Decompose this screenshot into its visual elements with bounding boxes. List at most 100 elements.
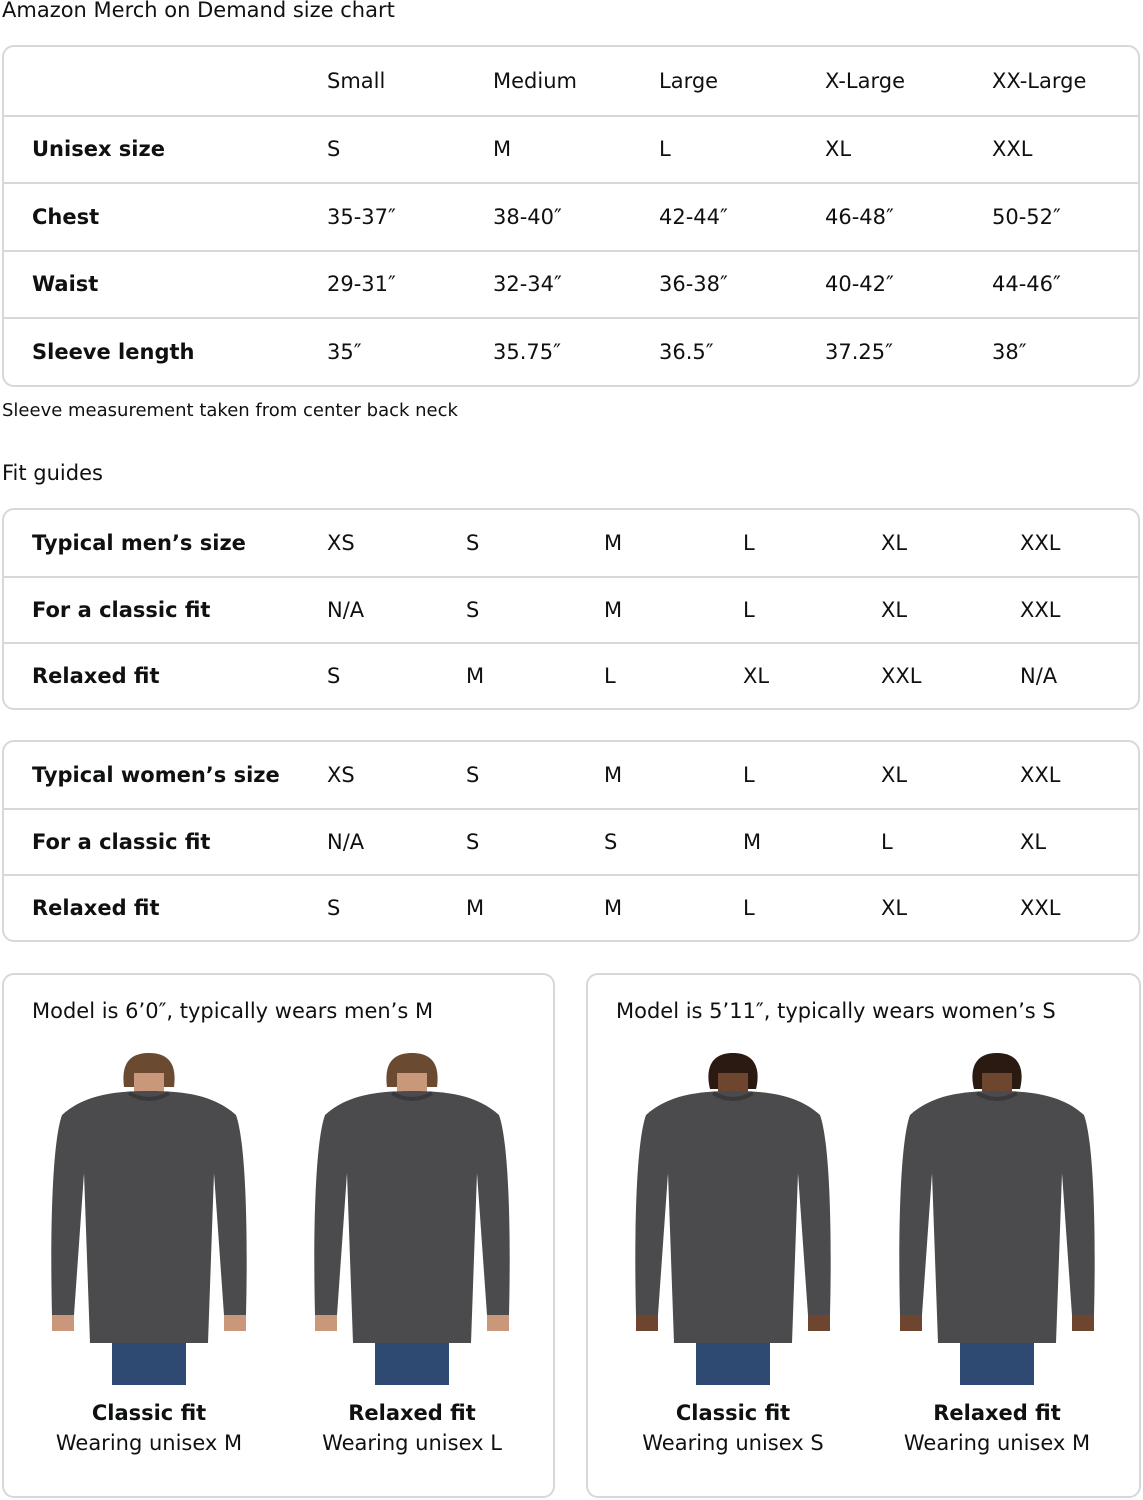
row-label: For a classic fit	[32, 598, 211, 622]
table-cell: XL	[881, 531, 908, 555]
model-figure: Relaxed fit Wearing unisex L	[297, 1053, 527, 1455]
womens-fit-table: Typical women’s size XS S M L XL XXL For a clas…	[2, 740, 1140, 942]
row-label: Typical men’s size	[32, 531, 246, 555]
table-row: Typical women’s size XS S M L XL XXL	[4, 742, 1138, 808]
table-cell: M	[466, 664, 485, 688]
model-figure: Classic fit Wearing unisex M	[34, 1053, 264, 1455]
table-row: Typical men’s size XS S M L XL XXL	[4, 510, 1138, 576]
table-cell: 38″	[992, 339, 1027, 364]
table-cell: M	[743, 830, 762, 854]
model-photo	[51, 1053, 247, 1385]
fit-name: Relaxed fit	[348, 1401, 476, 1425]
table-cell: S	[466, 763, 480, 787]
row-label: Relaxed fit	[32, 896, 160, 920]
table-cell: 35.75″	[493, 339, 561, 364]
table-cell: M	[604, 598, 623, 622]
row-label: Waist	[32, 272, 99, 297]
table-cell: 29-31″	[327, 272, 396, 297]
table-cell: N/A	[1020, 664, 1058, 688]
fit-name: Classic fit	[675, 1401, 791, 1425]
wearing-size: Wearing unisex S	[642, 1431, 824, 1455]
table-cell: L	[743, 763, 755, 787]
table-cell: S	[466, 531, 480, 555]
table-cell: XL	[881, 598, 908, 622]
table-cell: L	[881, 830, 893, 854]
table-cell: XL	[881, 763, 908, 787]
wearing-size: Wearing unisex M	[55, 1431, 243, 1455]
table-cell: S	[327, 664, 341, 688]
fit-guides-title: Fit guides	[2, 461, 103, 485]
table-cell: S	[466, 830, 480, 854]
table-cell: 32-34″	[493, 272, 562, 297]
model-heading: Model is 6’0″, typically wears men’s M	[32, 999, 434, 1023]
table-row: For a classic fit N/A S S M L XL	[4, 808, 1138, 874]
table-cell: 44-46″	[992, 272, 1061, 297]
table-cell: S	[327, 137, 341, 162]
column-header: X-Large	[825, 68, 906, 93]
table-cell: 36.5″	[659, 339, 714, 364]
wearing-size: Wearing unisex L	[322, 1431, 502, 1455]
table-row: Chest 35-37″ 38-40″ 42-44″ 46-48″ 50-52″	[4, 182, 1138, 250]
table-cell: XL	[1020, 830, 1047, 854]
table-cell: M	[604, 896, 623, 920]
model-photo	[314, 1053, 510, 1385]
table-row: Relaxed fit S M M L XL XXL	[4, 874, 1138, 940]
page-title: Amazon Merch on Demand size chart	[2, 0, 395, 22]
column-header: Medium	[493, 68, 577, 93]
model-photo	[899, 1053, 1095, 1385]
table-cell: L	[743, 598, 755, 622]
table-cell: M	[493, 137, 512, 162]
table-header-row: Small Medium Large X-Large XX-Large	[4, 47, 1138, 115]
table-cell: 36-38″	[659, 272, 728, 297]
table-cell: 40-42″	[825, 272, 894, 297]
model-figure: Classic fit Wearing unisex S	[618, 1053, 848, 1455]
table-row: Relaxed fit S M L XL XXL N/A	[4, 642, 1138, 708]
mens-fit-table: Typical men’s size XS S M L XL XXL For a classi…	[2, 508, 1140, 710]
table-cell: 46-48″	[825, 204, 894, 229]
table-row: Unisex size S M L XL XXL	[4, 114, 1138, 183]
column-header: XX-Large	[992, 68, 1087, 93]
table-cell: 38-40″	[493, 204, 562, 229]
table-cell: N/A	[327, 598, 365, 622]
table-row: Sleeve length 35″ 35.75″ 36.5″ 37.25″ 38″	[4, 317, 1138, 385]
table-cell: M	[604, 531, 623, 555]
table-cell: L	[743, 896, 755, 920]
table-cell: XS	[327, 531, 355, 555]
table-cell: L	[743, 531, 755, 555]
sleeve-caption: Sleeve measurement taken from center bac…	[2, 400, 458, 421]
table-cell: S	[466, 598, 480, 622]
table-cell: XXL	[1020, 598, 1061, 622]
row-label: Sleeve length	[32, 339, 195, 364]
table-cell: M	[466, 896, 485, 920]
table-cell: L	[659, 137, 671, 162]
table-row: Waist 29-31″ 32-34″ 36-38″ 40-42″ 44-46″	[4, 249, 1138, 318]
table-cell: 50-52″	[992, 204, 1061, 229]
table-cell: XL	[743, 664, 770, 688]
table-cell: 37.25″	[825, 339, 893, 364]
table-cell: M	[604, 763, 623, 787]
fit-name: Classic fit	[91, 1401, 207, 1425]
table-cell: XXL	[992, 137, 1033, 162]
row-label: Unisex size	[32, 137, 165, 162]
table-cell: XXL	[1020, 896, 1061, 920]
table-cell: 35″	[327, 339, 362, 364]
table-cell: 35-37″	[327, 204, 396, 229]
size-chart-table: Small Medium Large X-Large XX-Large Unisex si…	[2, 45, 1140, 387]
row-label: Chest	[32, 204, 100, 229]
table-cell: N/A	[327, 830, 365, 854]
table-cell: XL	[825, 137, 852, 162]
row-label: Relaxed fit	[32, 664, 160, 688]
womens-model-card: Model is 5’11″, typically wears women’s …	[586, 973, 1141, 1498]
table-cell: XXL	[1020, 531, 1061, 555]
mens-model-card: Model is 6’0″, typically wears men’s M Cl…	[2, 973, 555, 1498]
wearing-size: Wearing unisex M	[903, 1431, 1091, 1455]
table-cell: XS	[327, 763, 355, 787]
table-row: For a classic fit N/A S M L XL XXL	[4, 576, 1138, 642]
column-header: Small	[327, 68, 386, 93]
table-cell: S	[327, 896, 341, 920]
table-cell: S	[604, 830, 618, 854]
row-label: For a classic fit	[32, 830, 211, 854]
table-cell: L	[604, 664, 616, 688]
model-figure: Relaxed fit Wearing unisex M	[882, 1053, 1112, 1455]
table-cell: XL	[881, 896, 908, 920]
